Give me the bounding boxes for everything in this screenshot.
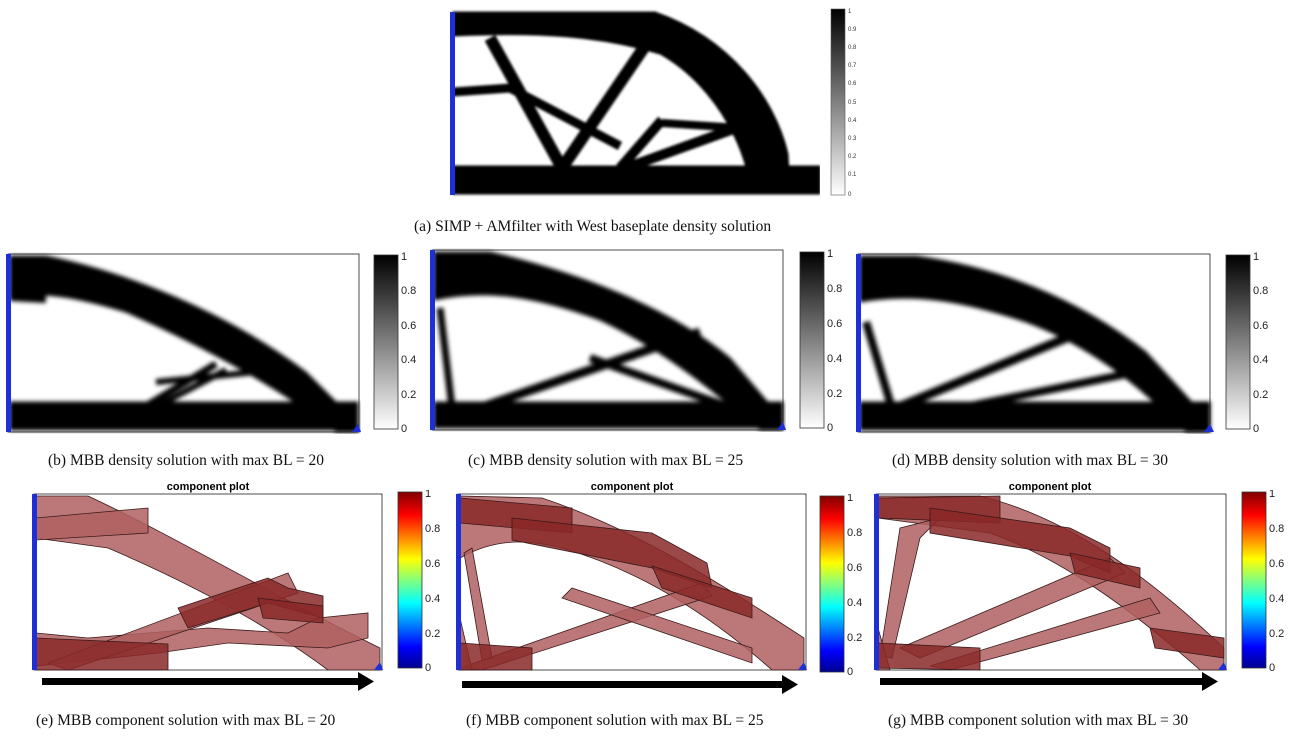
- build-direction-arrow-g: [880, 672, 1218, 691]
- density-plot-b: [6, 253, 361, 433]
- svg-text:0.8: 0.8: [401, 285, 416, 297]
- density-plot-d: [856, 253, 1214, 433]
- svg-text:1: 1: [1269, 490, 1275, 500]
- svg-text:0.4: 0.4: [827, 353, 842, 365]
- svg-text:0: 0: [827, 422, 833, 432]
- fixed-boundary-b: [6, 254, 11, 432]
- svg-text:0.2: 0.2: [827, 388, 842, 400]
- svg-text:0.2: 0.2: [847, 632, 862, 644]
- tick-a-6: 0.6: [848, 81, 857, 87]
- svg-text:0.2: 0.2: [425, 628, 440, 640]
- tick-a-4: 0.4: [848, 118, 857, 124]
- svg-text:1: 1: [1253, 252, 1259, 263]
- svg-text:0.2: 0.2: [401, 389, 416, 401]
- caption-d: (d) MBB density solution with max BL = 3…: [892, 452, 1168, 469]
- build-direction-arrow-f: [462, 675, 798, 694]
- svg-text:0: 0: [425, 662, 431, 674]
- component-plot-f: component plot: [456, 481, 807, 694]
- support-b: [352, 424, 361, 432]
- fixed-boundary-d: [856, 254, 861, 432]
- svg-text:0.4: 0.4: [425, 593, 440, 605]
- colorbar-d: 1 0.8 0.6 0.4 0.2 0: [1225, 252, 1268, 434]
- fixed-boundary-g: [874, 494, 879, 670]
- svg-text:0: 0: [1253, 423, 1259, 434]
- colorbar-g: 1 0.8 0.6 0.4 0.2 0: [1241, 490, 1284, 674]
- bottom-chord-a: [452, 165, 820, 195]
- density-structure-a: [452, 11, 791, 195]
- fixed-boundary-c: [430, 250, 435, 430]
- figure-a-plot: [450, 11, 820, 195]
- svg-text:1: 1: [425, 490, 431, 500]
- tick-a-3: 0.3: [848, 136, 857, 142]
- svg-text:0: 0: [847, 666, 853, 678]
- caption-a: (a) SIMP + AMfilter with West baseplate …: [414, 218, 772, 235]
- svg-text:0.4: 0.4: [1253, 354, 1268, 366]
- svg-text:0.2: 0.2: [1269, 628, 1284, 640]
- support-c: [777, 422, 786, 430]
- caption-c: (c) MBB density solution with max BL = 2…: [468, 452, 744, 469]
- colorbar-a: 1 0.9 0.8 0.7 0.6 0.5 0.4 0.3 0.2 0.1 0: [830, 8, 857, 198]
- svg-text:0.4: 0.4: [1269, 593, 1284, 605]
- svg-text:0: 0: [401, 423, 407, 434]
- svg-text:0.4: 0.4: [401, 354, 416, 366]
- fixed-boundary-e: [32, 494, 37, 670]
- svg-text:1: 1: [847, 494, 853, 504]
- density-plot-c: [430, 249, 786, 431]
- caption-g: (g) MBB component solution with max BL =…: [888, 712, 1189, 729]
- support-g: [1218, 662, 1227, 670]
- fixed-boundary-f: [456, 494, 461, 670]
- svg-text:0.8: 0.8: [827, 283, 842, 295]
- tick-a-0: 0: [848, 192, 852, 198]
- plot-title-f: component plot: [591, 481, 674, 493]
- svg-text:0.8: 0.8: [1269, 523, 1284, 535]
- svg-text:0.8: 0.8: [425, 523, 440, 535]
- svg-text:0.2: 0.2: [1253, 389, 1268, 401]
- svg-text:1: 1: [827, 248, 833, 260]
- tick-a-5: 0.5: [848, 100, 857, 106]
- svg-text:0: 0: [1269, 662, 1275, 674]
- tick-a-8: 0.8: [848, 45, 857, 51]
- svg-text:0.6: 0.6: [425, 558, 440, 570]
- caption-f: (f) MBB component solution with max BL =…: [466, 712, 764, 729]
- fixed-boundary-a: [450, 12, 455, 195]
- colorbar-b: 1 0.8 0.6 0.4 0.2 0: [373, 252, 416, 434]
- plot-title-g: component plot: [1009, 481, 1092, 493]
- svg-text:0.4: 0.4: [847, 597, 862, 609]
- svg-text:0.6: 0.6: [401, 320, 416, 332]
- component-plot-g: component plot: [874, 481, 1227, 691]
- svg-text:0.6: 0.6: [1269, 558, 1284, 570]
- tick-a-9: 0.9: [848, 27, 857, 33]
- svg-text:0.8: 0.8: [1253, 285, 1268, 297]
- build-direction-arrow-e: [42, 672, 374, 691]
- svg-text:1: 1: [401, 252, 407, 263]
- colorbar-f: 1 0.8 0.6 0.4 0.2 0: [819, 494, 862, 678]
- support-d: [1204, 424, 1214, 432]
- support-f: [798, 662, 807, 670]
- colorbar-c: 1 0.8 0.6 0.4 0.2 0: [799, 248, 842, 432]
- caption-e: (e) MBB component solution with max BL =…: [36, 712, 336, 729]
- svg-text:0.6: 0.6: [1253, 320, 1268, 332]
- component-plot-e: component plot: [32, 481, 383, 691]
- tick-a-1: 0.1: [848, 172, 857, 178]
- tick-a-7: 0.7: [848, 63, 857, 69]
- tick-a-10: 1: [848, 9, 852, 15]
- svg-text:0.6: 0.6: [827, 318, 842, 330]
- svg-text:0.8: 0.8: [847, 527, 862, 539]
- caption-b: (b) MBB density solution with max BL = 2…: [48, 452, 324, 469]
- tick-a-2: 0.2: [848, 154, 857, 160]
- plot-title-e: component plot: [167, 481, 250, 493]
- colorbar-e: 1 0.8 0.6 0.4 0.2 0: [397, 490, 440, 674]
- svg-text:0.6: 0.6: [847, 562, 862, 574]
- support-e: [374, 662, 383, 670]
